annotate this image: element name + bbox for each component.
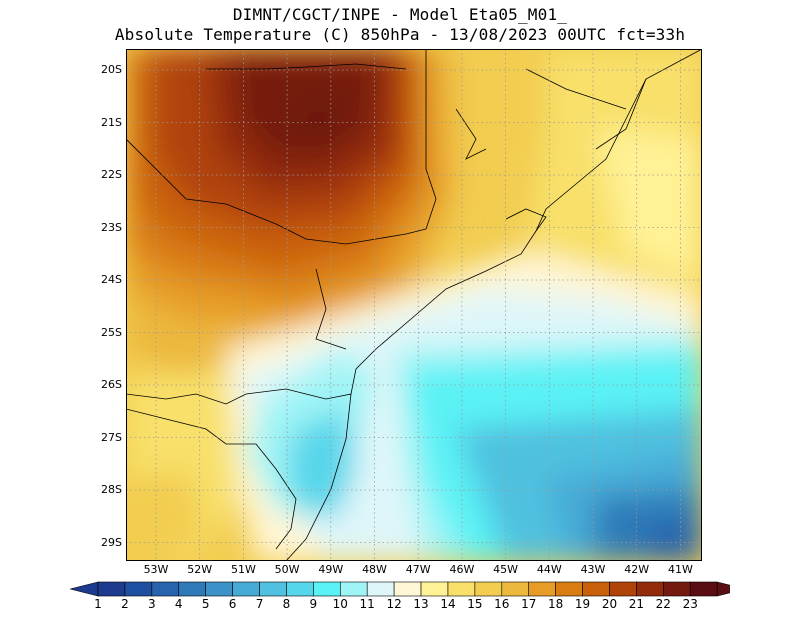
lon-tick-label: 46W	[449, 563, 475, 576]
lat-tick-label: 29S	[101, 535, 122, 549]
colorbar-segment	[205, 581, 233, 597]
lon-tick-label: 53W	[143, 563, 169, 576]
colorbar-arrow-low	[70, 581, 99, 597]
colorbar-tick-label: 5	[201, 597, 210, 611]
colorbar-tick-label: 9	[309, 597, 318, 611]
colorbar-tick-label: 2	[121, 597, 129, 611]
lon-tick-label: 43W	[580, 563, 606, 576]
colorbar-segment	[447, 581, 476, 597]
colorbar-tick-label: 21	[628, 597, 645, 611]
colorbar-segment	[286, 581, 314, 597]
colorbar-segment	[689, 581, 718, 597]
colorbar-tick-label: 13	[413, 597, 429, 611]
lon-tick-label: 47W	[405, 563, 431, 576]
temperature-map	[126, 49, 702, 561]
colorbar-tick-label: 19	[574, 597, 591, 611]
temperature-field	[126, 49, 702, 561]
lat-tick-label: 20S	[101, 63, 122, 76]
lat-tick-label: 25S	[101, 325, 122, 339]
colorbar-tick-label: 8	[282, 597, 291, 611]
colorbar-tick-label: 7	[255, 597, 264, 611]
lat-tick-label: 23S	[101, 220, 122, 234]
lat-tick-label: 21S	[101, 115, 122, 129]
colorbar-segment	[582, 581, 610, 597]
colorbar-tick-label: 16	[494, 597, 510, 611]
colorbar-segment	[636, 581, 664, 597]
lat-tick-label: 22S	[101, 168, 122, 181]
lon-tick-label: 49W	[318, 563, 344, 576]
colorbar-segment	[501, 581, 530, 597]
colorbar-segment	[124, 581, 153, 597]
colorbar-segment	[528, 581, 556, 597]
lon-tick-label: 42W	[624, 563, 650, 576]
colorbar-tick-label: 1	[94, 597, 102, 611]
colorbar-segment	[420, 581, 449, 597]
colorbar-tick-label: 14	[440, 597, 456, 611]
chart-title-line1: DIMNT/CGCT/INPE - Model Eta05_M01_	[232, 5, 568, 24]
lon-tick-label: 44W	[536, 563, 562, 576]
colorbar-segment	[393, 581, 422, 597]
colorbar-segment	[555, 581, 583, 597]
lat-tick-label: 24S	[101, 273, 122, 286]
colorbar-segment	[259, 581, 287, 597]
colorbar-tick-label: 11	[359, 597, 375, 611]
map-frame	[126, 49, 702, 561]
lon-tick-label: 41W	[667, 563, 693, 576]
colorbar-segment	[232, 581, 260, 597]
colorbar-segment	[178, 581, 206, 597]
colorbar-tick-label: 23	[682, 597, 698, 611]
colorbar-segment	[366, 581, 395, 597]
chart-title-line2: Absolute Temperature (C) 850hPa - 13/08/…	[114, 25, 686, 44]
lon-tick-label: 51W	[230, 563, 256, 576]
lat-tick-label: 27S	[101, 430, 122, 444]
colorbar-segment	[97, 581, 126, 597]
lon-tick-label: 48W	[362, 563, 387, 576]
map-grid	[126, 49, 702, 561]
lon-tick-label: 52W	[187, 563, 213, 576]
lat-tick-label: 28S	[101, 483, 122, 496]
colorbar-tick-label: 15	[467, 597, 483, 611]
map-plot	[126, 49, 702, 561]
lat-tick-label: 26S	[101, 378, 122, 391]
colorbar-segment	[313, 581, 341, 597]
colorbar-tick-label: 10	[332, 597, 348, 611]
colorbar-tick-label: 12	[386, 597, 402, 611]
colorbar-segment	[663, 581, 691, 597]
coastlines-borders	[126, 49, 702, 561]
colorbar-tick-label: 22	[655, 597, 671, 611]
lon-tick-label: 50W	[274, 563, 300, 576]
colorbar-tick-label: 20	[601, 597, 618, 611]
colorbar-segment	[609, 581, 637, 597]
colorbar-tick-label: 3	[148, 597, 156, 611]
colorbar-segment	[339, 581, 368, 597]
colorbar-tick-label: 18	[547, 597, 564, 611]
lon-tick-label: 45W	[493, 563, 519, 576]
colorbar-arrow-high	[716, 581, 730, 597]
colorbar	[70, 581, 730, 597]
colorbar-tick-label: 17	[521, 597, 537, 611]
colorbar-tick-label: 6	[228, 597, 237, 611]
colorbar-segment	[151, 581, 180, 597]
colorbar-tick-label: 4	[174, 597, 183, 611]
colorbar-segment	[474, 581, 503, 597]
